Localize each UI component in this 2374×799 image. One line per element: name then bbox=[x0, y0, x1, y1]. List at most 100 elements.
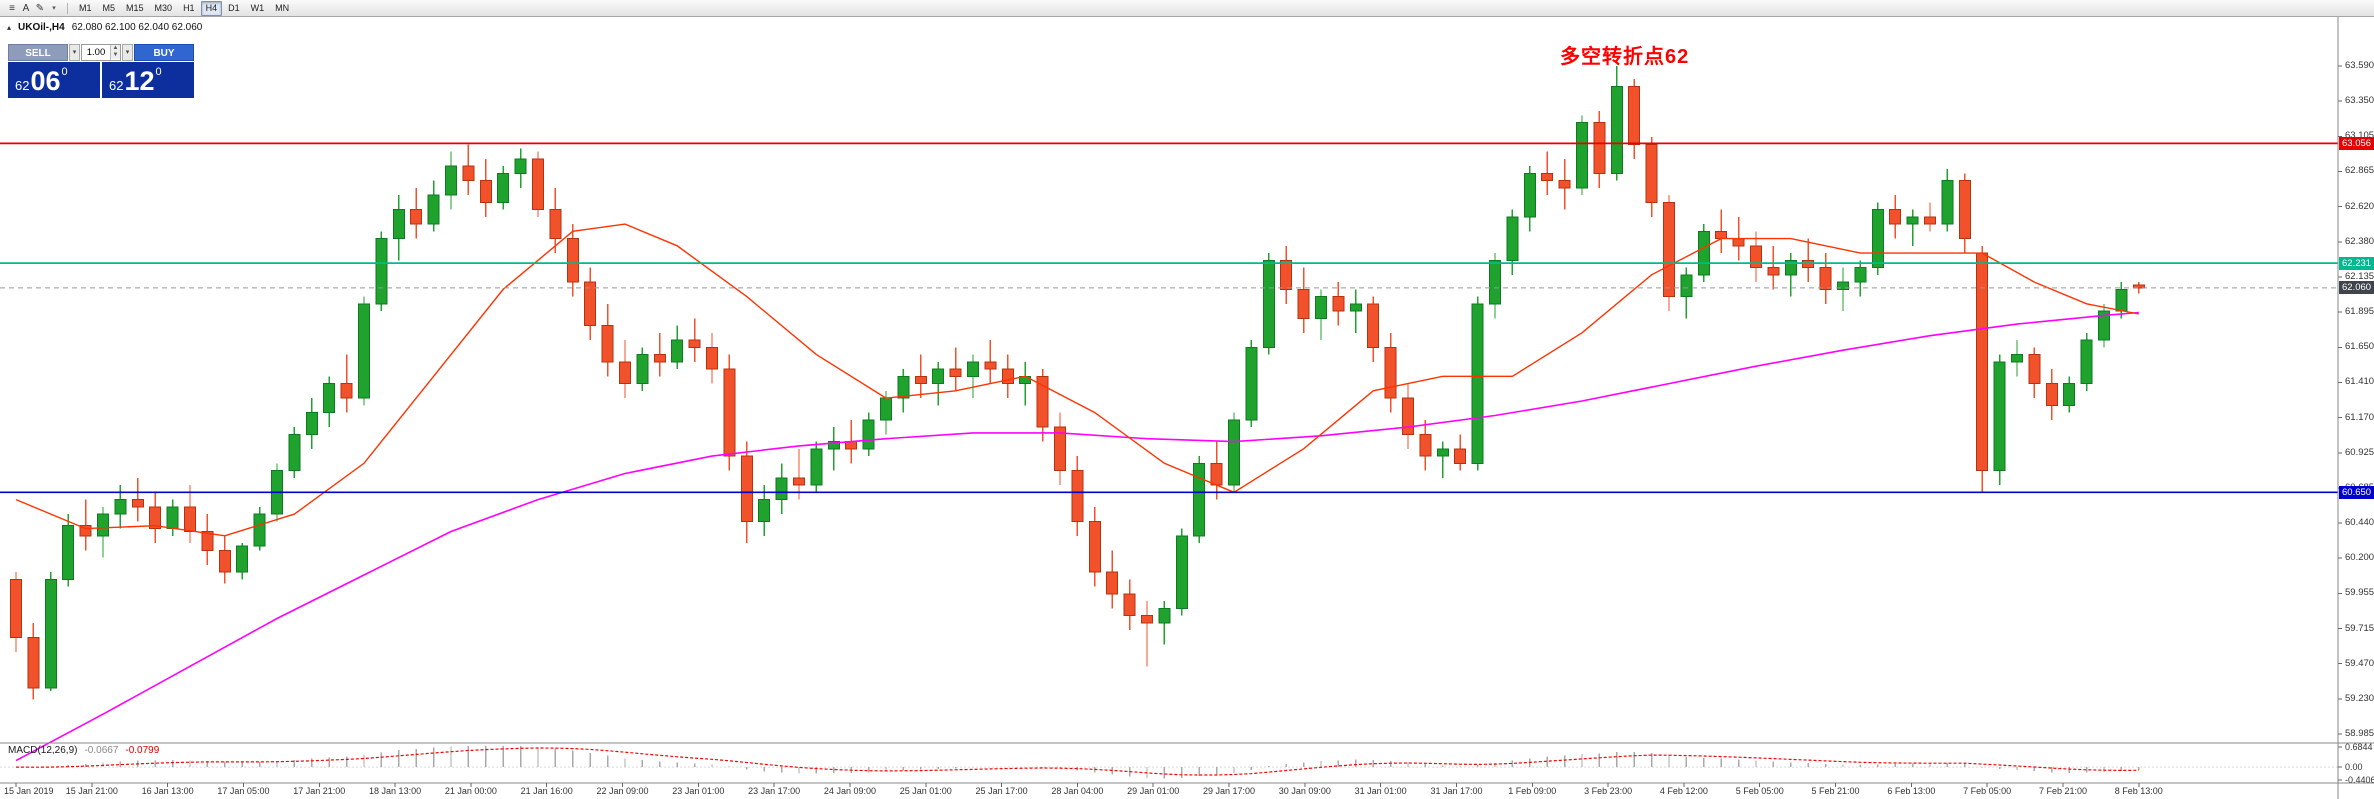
price-axis-label: 63.105 bbox=[2345, 130, 2374, 142]
sell-button[interactable]: SELL bbox=[8, 44, 68, 61]
ma-fast-line bbox=[15, 223, 2139, 537]
candle bbox=[1697, 224, 1710, 283]
candle bbox=[1837, 267, 1849, 312]
timeframe-button-m15[interactable]: M15 bbox=[126, 2, 144, 13]
candle bbox=[340, 354, 353, 413]
candle bbox=[706, 332, 718, 384]
candle bbox=[914, 354, 927, 399]
candle bbox=[1958, 173, 1971, 254]
time-axis-label: 31 Jan 17:00 bbox=[1430, 786, 1483, 796]
macd-signal-value: -0.0799 bbox=[125, 745, 160, 756]
time-axis-label: 15 Jan 2019 bbox=[4, 786, 54, 796]
candle bbox=[1993, 354, 2006, 486]
current-price-tag: 62.060 bbox=[2339, 281, 2374, 295]
volume-up-icon[interactable]: ▲ bbox=[111, 45, 120, 52]
candle bbox=[1645, 137, 1658, 217]
macd-axis-label: 0.00 bbox=[2345, 762, 2363, 773]
sell-price-display[interactable]: 62 06 0 bbox=[8, 62, 100, 98]
candle bbox=[1471, 296, 1484, 471]
candle bbox=[1976, 245, 1989, 493]
time-axis-label: 8 Feb 13:00 bbox=[2114, 786, 2163, 796]
time-axis-label: 28 Jan 04:00 bbox=[1051, 786, 1104, 796]
candle bbox=[1454, 434, 1467, 471]
price-axis-label: 59.230 bbox=[2345, 692, 2374, 704]
price-axis-label: 61.895 bbox=[2345, 306, 2374, 318]
candle bbox=[1228, 412, 1240, 493]
macd-title: MACD(12,26,9) bbox=[8, 745, 78, 756]
timeframe-button-mn[interactable]: MN bbox=[275, 2, 290, 13]
timeframe-button-m30[interactable]: M30 bbox=[154, 2, 173, 13]
price-axis-label: 63.350 bbox=[2345, 95, 2374, 107]
candle bbox=[1071, 456, 1084, 536]
candle bbox=[79, 499, 92, 551]
candle bbox=[201, 514, 214, 565]
toolbar-separator bbox=[67, 2, 68, 14]
candle bbox=[897, 369, 910, 413]
buy-button[interactable]: BUY bbox=[134, 44, 194, 61]
volume-down-icon[interactable]: ▼ bbox=[111, 52, 120, 59]
time-axis-label: 30 Jan 09:00 bbox=[1278, 786, 1331, 796]
time-axis-label: 25 Jan 01:00 bbox=[899, 786, 952, 796]
candle bbox=[184, 485, 196, 544]
candle bbox=[410, 187, 423, 239]
candle bbox=[532, 151, 544, 217]
candle bbox=[392, 195, 405, 261]
macd-main-value: -0.0667 bbox=[84, 745, 119, 756]
letter-a-icon[interactable]: A bbox=[22, 2, 30, 14]
candle bbox=[1193, 456, 1206, 544]
candle bbox=[2045, 369, 2058, 420]
candle bbox=[584, 267, 597, 341]
buy-dropdown-icon[interactable]: ▾ bbox=[122, 44, 133, 61]
price-axis-label: 63.590 bbox=[2345, 60, 2374, 71]
time-axis-label: 1 Feb 09:00 bbox=[1508, 786, 1557, 796]
toolbar-icons: ≡ A ✎ bbox=[5, 1, 47, 16]
ma-slow-line bbox=[15, 311, 2139, 762]
price-axis-label: 62.135 bbox=[2345, 270, 2374, 282]
candle bbox=[758, 485, 771, 536]
timeframe-button-d1[interactable]: D1 bbox=[228, 2, 240, 13]
candle bbox=[323, 376, 336, 428]
menu-icon[interactable]: ≡ bbox=[9, 2, 15, 14]
candle bbox=[1036, 369, 1049, 442]
timeframe-button-m1[interactable]: M1 bbox=[79, 2, 92, 13]
time-axis-label: 7 Feb 05:00 bbox=[1963, 786, 2012, 796]
candle bbox=[288, 427, 301, 478]
timeframe-button-m5[interactable]: M5 bbox=[102, 2, 116, 13]
candle bbox=[2028, 347, 2041, 399]
candle bbox=[462, 144, 475, 196]
buy-price-display[interactable]: 62 12 0 bbox=[102, 62, 194, 98]
candle bbox=[479, 158, 492, 217]
timeframe-button-h4[interactable]: H4 bbox=[200, 0, 223, 16]
timeframe-button-h1[interactable]: H1 bbox=[183, 2, 195, 13]
time-axis-label: 18 Jan 13:00 bbox=[369, 786, 422, 796]
candle bbox=[984, 340, 997, 384]
candle bbox=[1767, 245, 1780, 290]
candle bbox=[1436, 441, 1449, 478]
candle bbox=[514, 148, 527, 188]
candle bbox=[1123, 579, 1136, 631]
chevron-down-icon[interactable]: ▾ bbox=[52, 4, 56, 12]
time-axis-label: 22 Jan 09:00 bbox=[596, 786, 649, 796]
time-axis-label: 29 Jan 01:00 bbox=[1127, 786, 1180, 796]
time-axis-label: 16 Jan 13:00 bbox=[141, 786, 194, 796]
timeframe-button-w1[interactable]: W1 bbox=[250, 2, 265, 13]
time-axis-label: 4 Feb 12:00 bbox=[1659, 786, 1708, 796]
candle bbox=[636, 347, 649, 391]
price-axis-label: 60.925 bbox=[2345, 446, 2374, 458]
sell-price-head: 62 bbox=[15, 78, 30, 93]
sell-dropdown-icon[interactable]: ▾ bbox=[69, 44, 80, 61]
candle bbox=[497, 166, 510, 210]
draw-icon[interactable]: ✎ bbox=[35, 2, 45, 14]
time-axis-label: 5 Feb 21:00 bbox=[1811, 786, 1860, 796]
candle bbox=[253, 506, 266, 551]
candle bbox=[1541, 151, 1554, 196]
candle bbox=[1245, 340, 1258, 428]
price-tag-62.231: 62.231 bbox=[2339, 256, 2374, 270]
candle bbox=[1523, 166, 1536, 232]
time-axis-label: 29 Jan 17:00 bbox=[1202, 786, 1256, 796]
candle bbox=[1593, 111, 1606, 188]
sell-price-big: 06 bbox=[30, 66, 61, 96]
volume-input[interactable] bbox=[82, 45, 110, 60]
